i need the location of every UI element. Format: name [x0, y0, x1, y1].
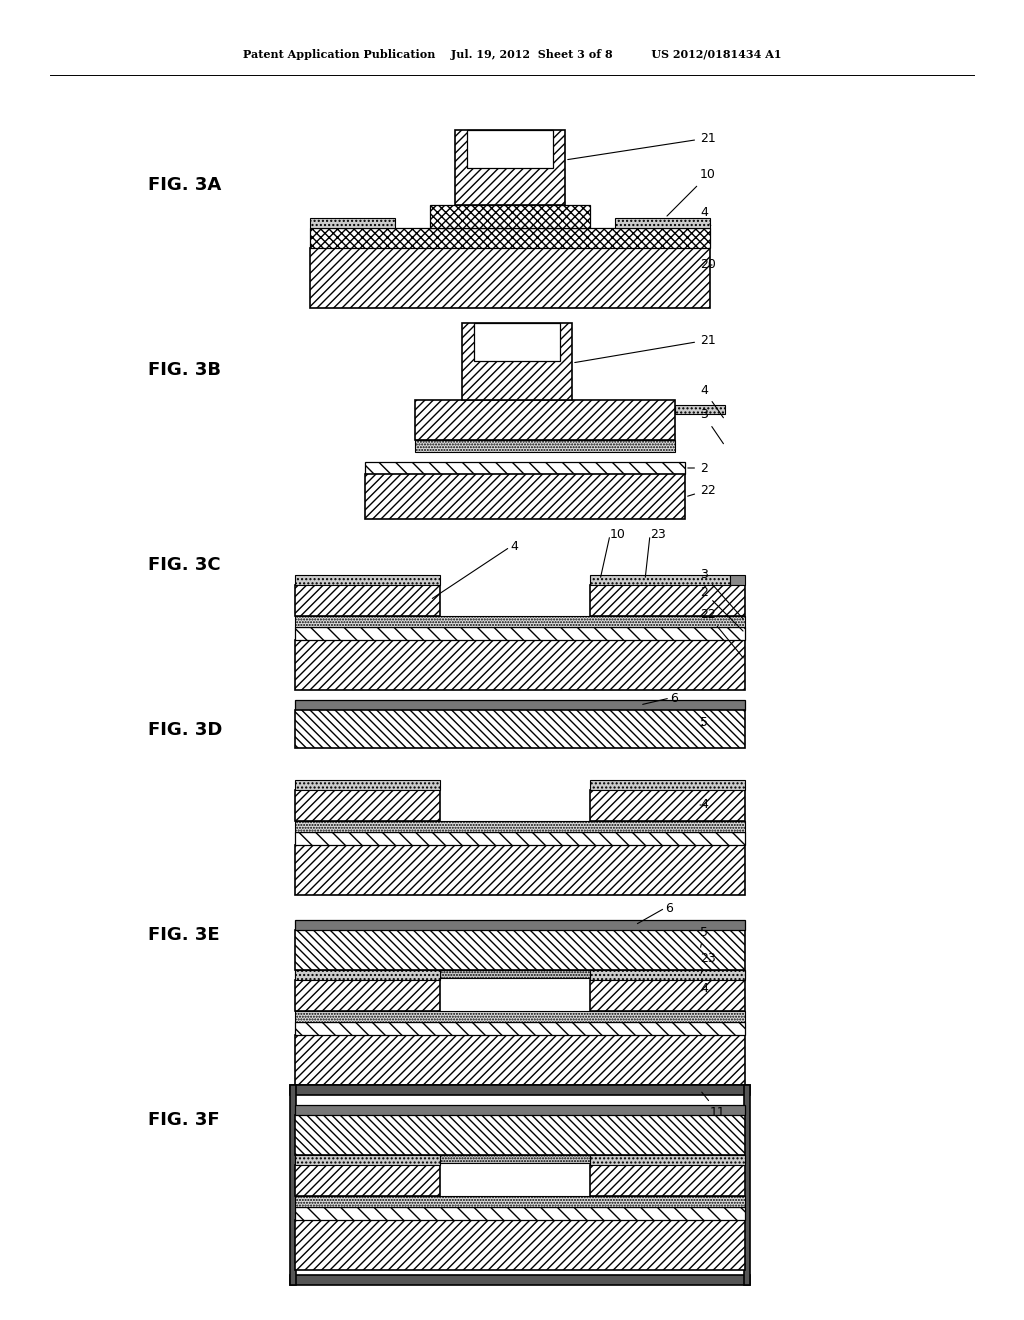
Bar: [295, 821, 745, 832]
Bar: [290, 1275, 750, 1284]
Bar: [295, 1155, 440, 1166]
Text: FIG. 3B: FIG. 3B: [148, 360, 221, 379]
Bar: [295, 845, 745, 895]
Bar: [295, 1220, 745, 1270]
Bar: [295, 627, 745, 640]
Bar: [467, 129, 553, 168]
Bar: [295, 789, 440, 821]
Text: 5: 5: [700, 925, 708, 948]
Bar: [744, 1085, 750, 1284]
Bar: [474, 323, 560, 360]
Text: 4: 4: [700, 384, 723, 417]
Bar: [615, 218, 710, 228]
Bar: [295, 1035, 745, 1085]
Text: 3: 3: [700, 569, 743, 619]
Bar: [295, 931, 745, 970]
Text: 10: 10: [610, 528, 626, 541]
Text: 22: 22: [700, 609, 743, 657]
Bar: [590, 576, 730, 585]
Bar: [295, 1105, 745, 1115]
Bar: [295, 970, 440, 979]
Bar: [290, 1085, 750, 1096]
Text: 4: 4: [510, 540, 518, 553]
Bar: [295, 979, 440, 1011]
Bar: [295, 700, 745, 710]
Bar: [295, 1155, 745, 1163]
Bar: [430, 205, 590, 228]
Bar: [590, 1166, 745, 1196]
Bar: [295, 1166, 440, 1196]
Bar: [295, 616, 745, 627]
Text: FIG. 3A: FIG. 3A: [148, 176, 221, 194]
Bar: [590, 789, 745, 821]
Bar: [290, 1085, 296, 1284]
Text: 21: 21: [574, 334, 716, 363]
Bar: [310, 248, 710, 308]
Bar: [415, 440, 675, 451]
Text: 22: 22: [688, 483, 716, 496]
Text: 20: 20: [700, 259, 716, 272]
Bar: [295, 920, 745, 931]
Text: 4: 4: [700, 799, 708, 812]
Text: 21: 21: [567, 132, 716, 160]
Bar: [295, 1022, 745, 1035]
Text: 10: 10: [667, 169, 716, 216]
Text: 23: 23: [700, 952, 716, 973]
Text: FIG. 3E: FIG. 3E: [148, 927, 219, 944]
Text: 23: 23: [650, 528, 666, 541]
Bar: [295, 780, 440, 789]
Bar: [730, 576, 745, 585]
Bar: [590, 979, 745, 1011]
Bar: [295, 585, 440, 616]
Text: FIG. 3D: FIG. 3D: [148, 721, 222, 739]
Bar: [310, 228, 710, 248]
Bar: [310, 218, 395, 228]
Bar: [590, 780, 745, 789]
Bar: [590, 1155, 745, 1166]
Text: 11: 11: [701, 1092, 726, 1118]
Text: 4: 4: [700, 206, 711, 226]
Text: 5: 5: [700, 715, 708, 729]
Bar: [295, 640, 745, 690]
Bar: [295, 710, 745, 748]
Bar: [295, 1196, 745, 1206]
Bar: [365, 474, 685, 519]
Text: 2: 2: [700, 586, 743, 631]
Text: 3: 3: [700, 408, 723, 444]
Bar: [415, 400, 675, 440]
Text: 2: 2: [688, 462, 708, 474]
Bar: [295, 970, 745, 978]
Text: 6: 6: [670, 692, 678, 705]
Bar: [295, 832, 745, 845]
Bar: [295, 1206, 745, 1220]
Bar: [590, 970, 745, 979]
Bar: [455, 129, 565, 205]
Bar: [462, 323, 572, 400]
Text: Patent Application Publication    Jul. 19, 2012  Sheet 3 of 8          US 2012/0: Patent Application Publication Jul. 19, …: [243, 49, 781, 61]
Bar: [365, 462, 685, 474]
Bar: [675, 405, 725, 414]
Bar: [295, 1115, 745, 1155]
Text: 4: 4: [700, 982, 708, 994]
Bar: [590, 585, 745, 616]
Text: 6: 6: [665, 902, 673, 915]
Bar: [295, 576, 440, 585]
Bar: [295, 1011, 745, 1022]
Text: FIG. 3F: FIG. 3F: [148, 1111, 219, 1129]
Text: FIG. 3C: FIG. 3C: [148, 556, 220, 574]
